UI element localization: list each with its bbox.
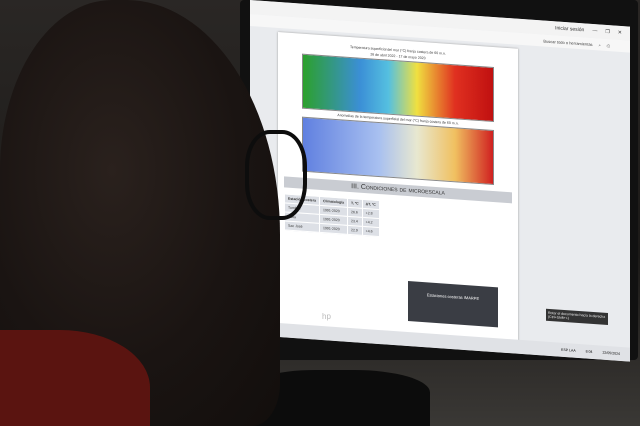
clock-time[interactable]: 8:04	[585, 349, 593, 354]
login-button[interactable]: Iniciar sesión	[555, 25, 585, 34]
anomaly-map	[302, 116, 494, 186]
maximize-icon[interactable]: ❐	[605, 28, 610, 36]
rotate-tooltip: Rotar el documento hacia la derecha (Ctr…	[546, 308, 608, 326]
cell: San José	[284, 220, 320, 233]
clock-date[interactable]: 22/05/2024	[602, 350, 620, 356]
cell: 22.9	[347, 225, 363, 236]
cell: 1991-2020	[319, 223, 348, 235]
minimize-icon[interactable]: —	[592, 27, 598, 35]
print-icon[interactable]: ⎙	[606, 42, 610, 48]
search-tools[interactable]: Buscar todo o herramientas	[543, 38, 593, 47]
search-icon[interactable]: ⌕	[598, 41, 601, 48]
screen: Iniciar sesión — ❐ ✕ Buscar todo o herra…	[250, 0, 630, 362]
language-indicator[interactable]: ESP LAA	[561, 347, 576, 353]
close-icon[interactable]: ✕	[617, 29, 622, 37]
hp-logo: hp	[322, 312, 331, 321]
glasses	[245, 130, 307, 220]
stations-inset: Estaciones costeras IMARPE	[408, 281, 498, 328]
pdf-page: Temperatura superficial del mar (°C) fra…	[278, 31, 518, 349]
cell: +4.6	[362, 226, 380, 237]
